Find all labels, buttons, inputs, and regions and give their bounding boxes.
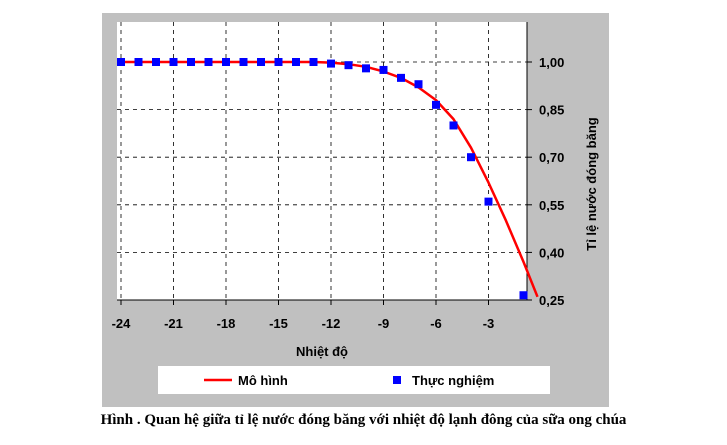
data-point xyxy=(239,58,248,66)
x-tick-label: -18 xyxy=(217,316,236,331)
figure-caption: Hình . Quan hệ giữa tỉ lệ nước đóng băng… xyxy=(100,412,627,428)
data-point xyxy=(397,73,405,82)
y-tick-label: 0,55 xyxy=(539,198,564,213)
data-point xyxy=(344,61,353,70)
legend-label-experiment: Thực nghiệm xyxy=(412,373,494,388)
data-point xyxy=(467,153,475,162)
legend-label-model: Mô hình xyxy=(238,373,288,388)
x-tick-label: -15 xyxy=(269,316,288,331)
y-tick-label: 0,25 xyxy=(539,293,564,308)
data-point xyxy=(222,58,230,66)
data-point xyxy=(257,58,265,66)
data-point xyxy=(327,59,335,68)
y-ticks: 1,00 0,85 0,70 0,55 0,40 0,25 xyxy=(527,55,564,308)
x-tick-label: -12 xyxy=(322,316,341,331)
x-tick-label: -6 xyxy=(430,316,442,331)
gridlines xyxy=(117,22,527,300)
data-point xyxy=(309,58,318,66)
data-point xyxy=(292,58,300,66)
data-point xyxy=(187,58,195,66)
data-point xyxy=(134,58,143,66)
x-tick-label: -9 xyxy=(378,316,390,331)
model-curve xyxy=(121,60,539,298)
data-point xyxy=(152,58,160,66)
y-tick-label: 0,40 xyxy=(539,245,564,260)
data-point xyxy=(432,100,440,109)
x-axis-title: Nhiệt độ xyxy=(296,344,348,359)
legend: Mô hình Thực nghiệm xyxy=(158,366,550,394)
data-point xyxy=(204,58,213,66)
data-point xyxy=(169,58,178,66)
x-ticks: -24 -21 -18 -15 -12 -9 -6 -3 xyxy=(112,300,495,331)
legend-marker-swatch xyxy=(393,376,401,384)
data-point xyxy=(379,65,388,74)
data-point xyxy=(484,197,493,206)
data-point xyxy=(362,64,370,73)
data-point xyxy=(449,121,458,130)
data-point xyxy=(414,80,423,89)
y-axis-title: Tỉ lệ nước đóng băng xyxy=(584,117,599,251)
data-point xyxy=(274,58,283,66)
x-tick-label: -3 xyxy=(483,316,495,331)
series-layer xyxy=(117,58,539,300)
x-tick-label: -21 xyxy=(164,316,183,331)
plot-area xyxy=(117,22,527,300)
x-tick-label: -24 xyxy=(112,316,132,331)
data-point xyxy=(519,291,528,300)
y-tick-label: 0,85 xyxy=(539,103,564,118)
y-tick-label: 0,70 xyxy=(539,150,564,165)
data-point xyxy=(117,58,125,66)
y-tick-label: 1,00 xyxy=(539,55,564,70)
